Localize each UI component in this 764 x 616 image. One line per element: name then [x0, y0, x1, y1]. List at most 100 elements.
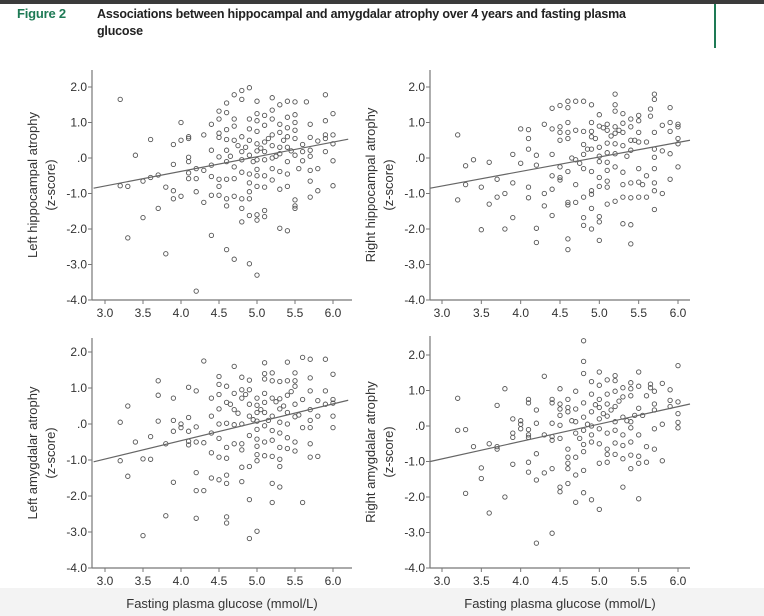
data-point: [573, 181, 579, 188]
data-point: [292, 205, 298, 212]
data-point: [580, 222, 587, 229]
y-tick-label: -2.0: [66, 222, 87, 236]
data-point: [170, 141, 177, 148]
x-axis-title: Fasting plasma glucose (mmol/L): [126, 596, 317, 611]
data-point: [580, 370, 587, 377]
data-point: [239, 395, 245, 401]
data-point: [193, 515, 199, 521]
data-point: [299, 424, 306, 431]
data-point: [223, 136, 230, 143]
data-point: [269, 427, 275, 434]
data-point: [651, 388, 658, 394]
data-point: [231, 123, 237, 129]
data-point: [307, 424, 313, 431]
data-point: [261, 148, 268, 155]
data-point: [261, 360, 268, 366]
data-point: [580, 98, 587, 104]
x-tick-label: 5.0: [591, 574, 608, 588]
data-point: [223, 455, 230, 461]
y-tick-label: 1.0: [70, 381, 87, 395]
data-point: [223, 520, 230, 526]
data-point: [533, 239, 540, 246]
data-point: [330, 110, 336, 117]
data-point: [573, 199, 579, 206]
y-axis-title: (z-score): [381, 426, 396, 477]
data-point: [565, 119, 571, 126]
data-point: [636, 194, 642, 200]
data-point: [612, 91, 618, 97]
data-point: [208, 395, 215, 401]
data-point: [322, 388, 329, 394]
data-point: [216, 477, 222, 483]
data-point: [612, 141, 618, 147]
data-point: [246, 401, 253, 407]
data-point: [239, 96, 245, 103]
x-tick-label: 5.5: [630, 574, 647, 588]
data-point: [223, 444, 230, 451]
data-point: [628, 393, 634, 399]
data-point: [284, 98, 291, 104]
panel-right-hippocampal: 2.0 1.0 .0 -1.0 -2.0 -3.0 -4.0 3.0 3.5 4.0 4.5 5.0 5…: [363, 70, 691, 320]
data-point: [510, 430, 516, 436]
data-point: [455, 427, 461, 433]
data-point: [612, 427, 618, 433]
data-point: [254, 173, 260, 179]
x-tick-label: 3.0: [97, 306, 114, 320]
data-point: [612, 198, 618, 204]
data-point: [315, 397, 321, 404]
data-point: [223, 176, 230, 182]
data-point: [549, 396, 555, 403]
data-point: [250, 158, 256, 165]
data-point: [258, 406, 264, 413]
data-point: [254, 217, 260, 223]
data-point: [541, 373, 547, 379]
data-point: [596, 219, 602, 225]
data-point: [667, 151, 673, 157]
data-point: [604, 377, 610, 383]
data-point: [667, 397, 673, 404]
data-point: [269, 132, 275, 138]
data-point: [675, 124, 681, 130]
data-point: [258, 145, 264, 151]
data-point: [315, 453, 321, 460]
data-point: [620, 120, 626, 126]
data-point: [675, 419, 681, 426]
data-point: [292, 401, 298, 407]
y-tick-label: -3.0: [404, 258, 425, 272]
data-point: [565, 202, 571, 208]
data-point: [307, 356, 313, 362]
data-point: [231, 193, 237, 199]
data-point: [307, 147, 313, 153]
data-point: [612, 388, 618, 394]
data-point: [155, 205, 161, 212]
data-point: [580, 338, 587, 344]
data-point: [596, 441, 602, 447]
data-point: [494, 194, 500, 200]
data-point: [604, 150, 610, 156]
data-point: [588, 226, 595, 232]
data-point: [231, 256, 237, 262]
data-point: [246, 171, 253, 177]
data-point: [246, 212, 253, 219]
data-point: [580, 467, 587, 474]
data-point: [284, 134, 291, 140]
data-point: [628, 386, 634, 392]
y-tick-label: 1.0: [70, 116, 87, 130]
data-point: [231, 164, 237, 170]
data-point: [620, 142, 626, 149]
data-point: [303, 99, 310, 105]
data-point: [292, 112, 298, 118]
data-point: [596, 396, 602, 403]
data-point: [675, 410, 681, 417]
data-point: [322, 135, 329, 142]
data-point: [246, 126, 253, 132]
data-point: [636, 129, 642, 136]
data-point: [588, 168, 595, 175]
data-point: [231, 406, 237, 413]
data-point: [239, 219, 245, 225]
data-point: [292, 135, 298, 142]
data-point: [307, 167, 313, 174]
regression-line: [430, 403, 691, 463]
data-point: [636, 112, 642, 119]
data-point: [557, 489, 563, 495]
